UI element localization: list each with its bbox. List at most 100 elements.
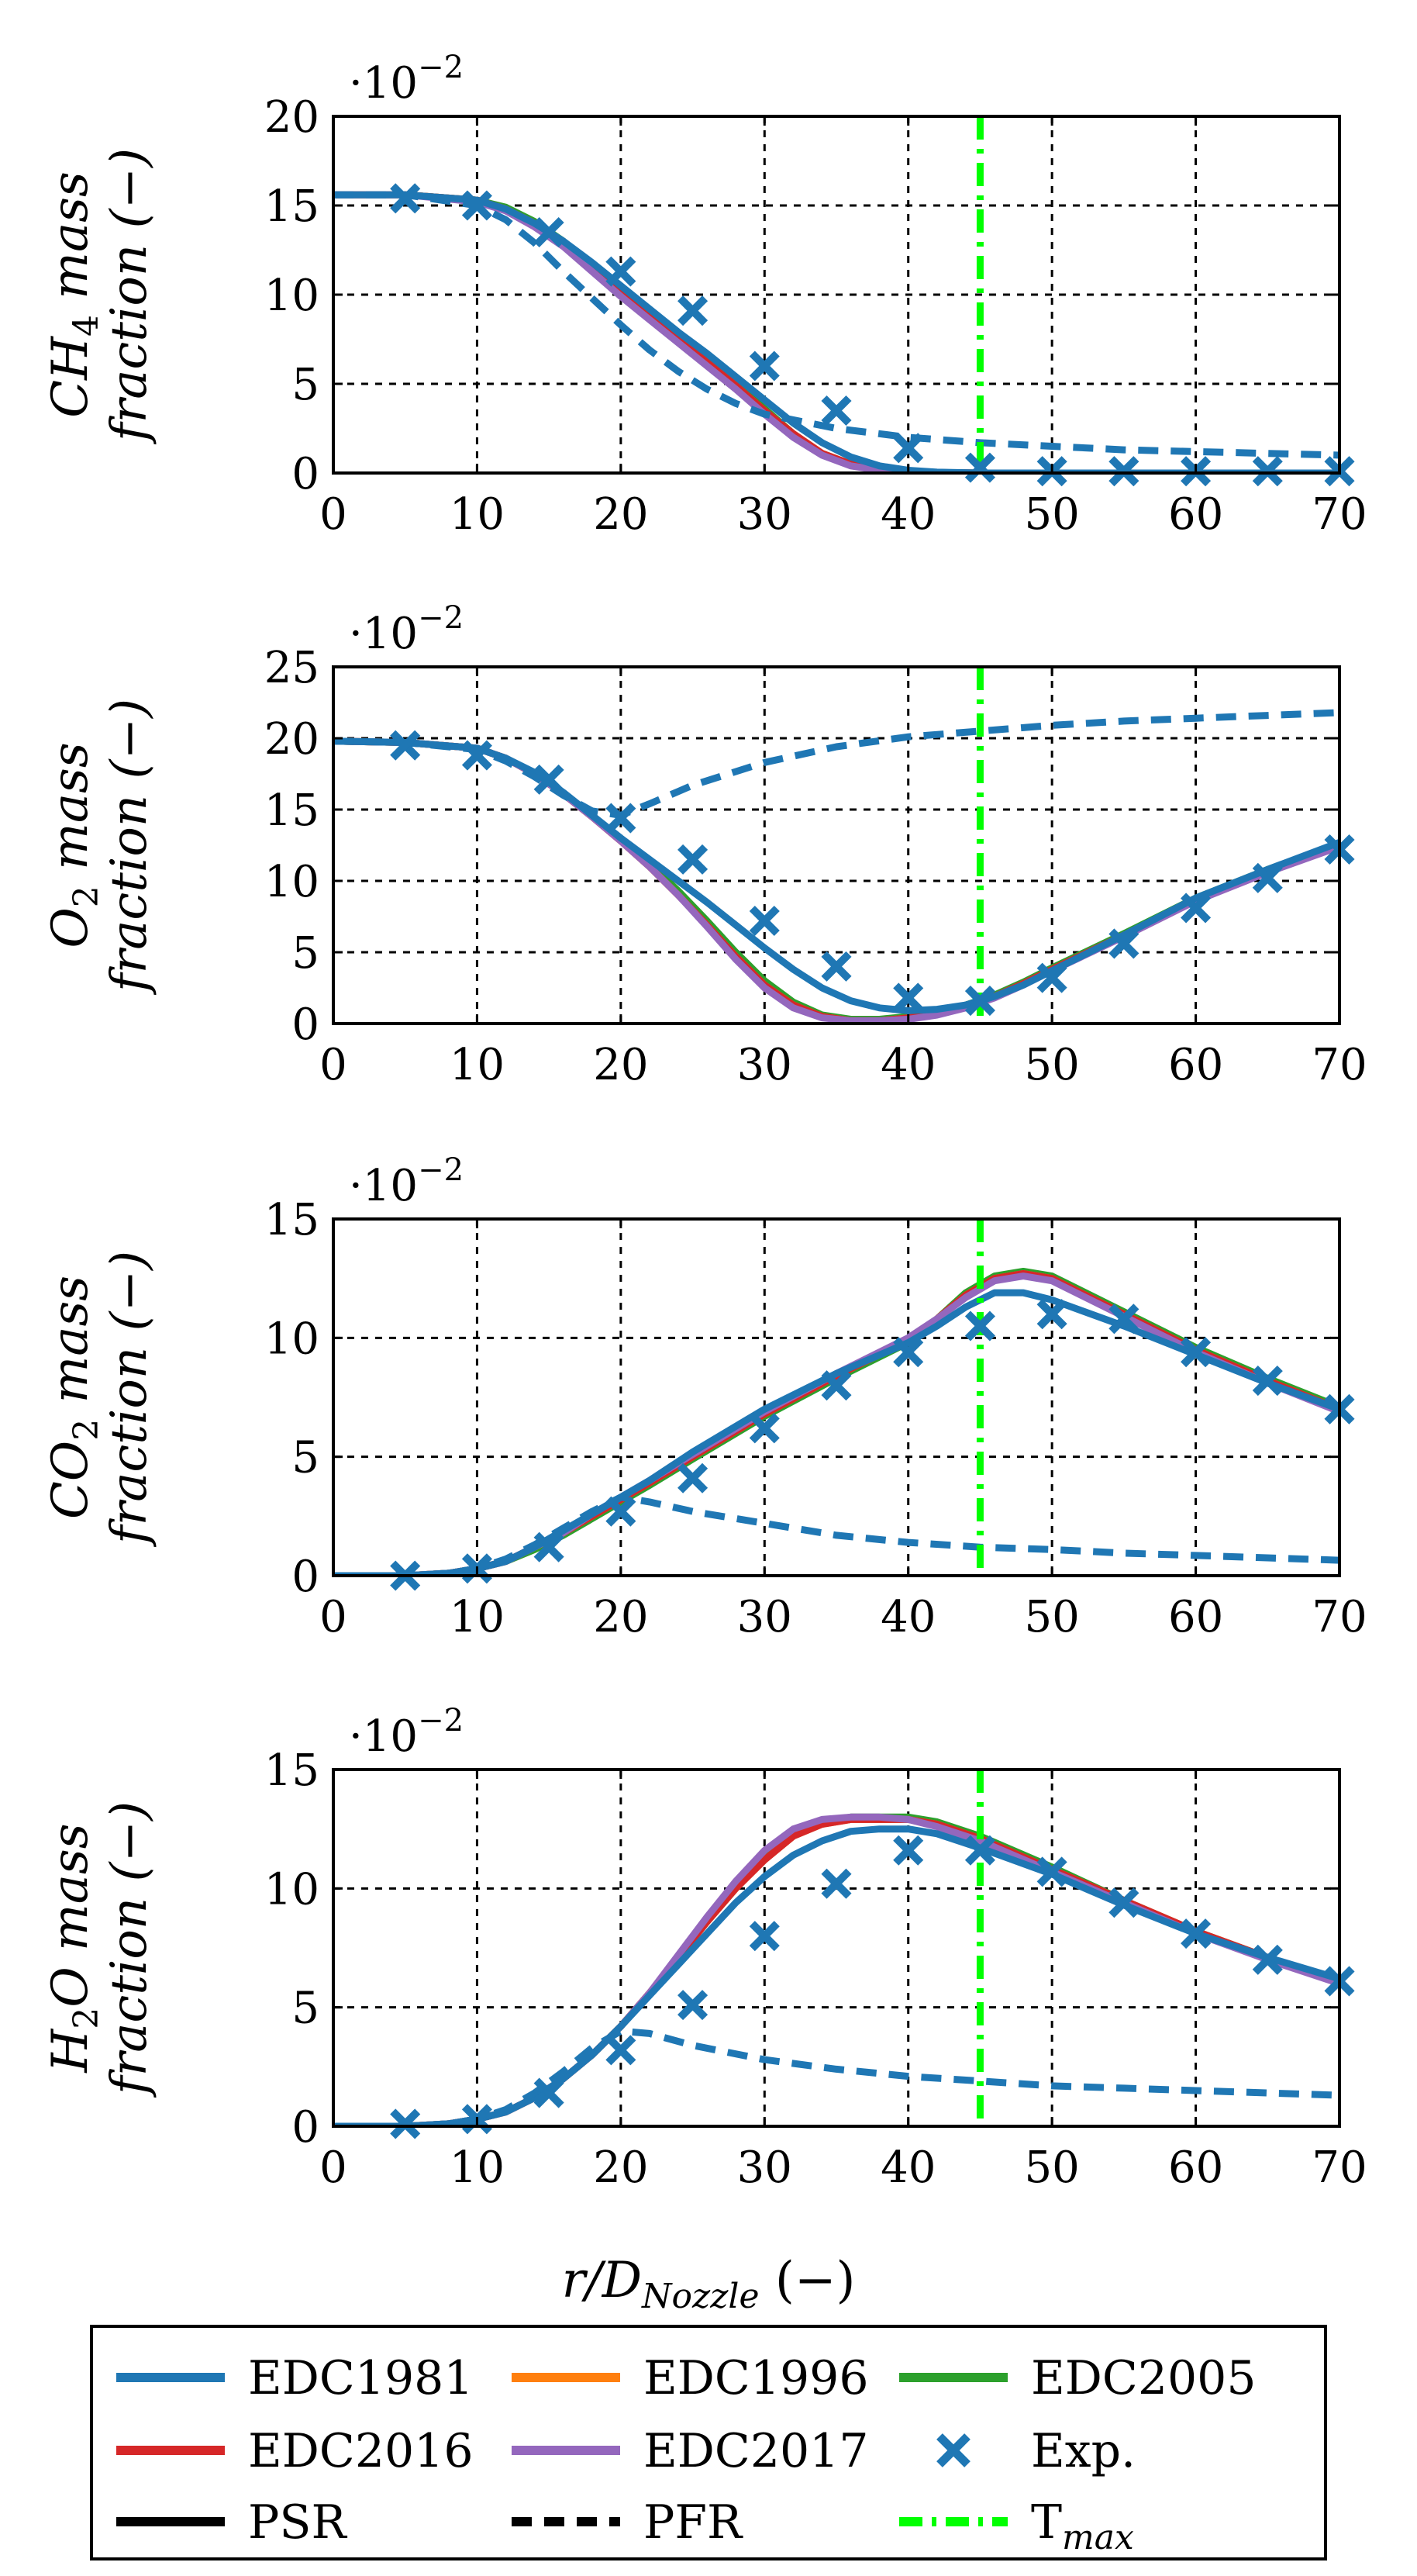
- exp-point-stroke-b: [1036, 962, 1067, 993]
- ticks: 0 10 20 30 40 50 60 70 0 5 10 15: [264, 1746, 1367, 2193]
- scale-label: ·10−2: [349, 1152, 464, 1211]
- exp-markers: [390, 183, 1355, 487]
- exp-point-stroke-b: [1252, 1365, 1283, 1397]
- series-line-edc1981: [333, 1825, 1339, 2126]
- legend-item-tmax: Tmax: [899, 2495, 1134, 2557]
- exp-point-stroke-b: [964, 1835, 995, 1866]
- exp-point: [533, 1531, 564, 1563]
- y-axis-label: O2 mass fraction (−): [42, 699, 158, 995]
- ticks: 0 10 20 30 40 50 60 70 0 5 10 15 20: [264, 92, 1367, 540]
- exp-point-stroke-b: [677, 1462, 708, 1493]
- exp-point: [677, 295, 708, 326]
- exp-point-stroke-b: [677, 295, 708, 326]
- scale-label-base: ·10: [349, 609, 418, 659]
- exp-point-stroke-b: [1108, 1887, 1139, 1918]
- legend-label-text: T: [1031, 2495, 1062, 2550]
- y-tick-label: 15: [264, 786, 319, 836]
- exp-point-stroke-b: [390, 183, 421, 214]
- x-tick-label: 30: [737, 489, 792, 540]
- series-line-edc1996: [333, 1815, 1339, 2126]
- series-group: [333, 191, 1339, 473]
- exp-point-stroke-b: [1181, 893, 1212, 924]
- series-line-edc2016: [333, 1815, 1339, 2126]
- exp-point: [893, 433, 924, 464]
- x-tick-label: 50: [1025, 489, 1080, 540]
- legend-label: EDC2005: [1031, 2351, 1257, 2405]
- exp-point-stroke-b: [390, 2108, 421, 2139]
- exp-point: [893, 1835, 924, 1866]
- y-axis-label-rest: mass: [42, 742, 99, 886]
- y-axis-label-rest: O mass: [42, 1823, 99, 2007]
- y-axis-label-subscript: 4: [67, 315, 106, 337]
- x-tick-label: 10: [450, 489, 505, 540]
- x-tick-label: 20: [593, 1040, 648, 1090]
- exp-point: [605, 2035, 636, 2066]
- legend-item-edc2017: EDC2017: [512, 2424, 869, 2478]
- exp-point-stroke-b: [749, 905, 780, 937]
- panel-4: 0 10 20 30 40 50 60 70 0 5 10 15 ·10−2 H2O mass fracti…: [42, 1703, 1367, 2193]
- exp-point-stroke-b: [893, 1337, 924, 1368]
- exp-point-stroke-b: [821, 1370, 852, 1401]
- exp-point-stroke-b: [1252, 862, 1283, 893]
- exp-point: [749, 350, 780, 382]
- exp-point: [1252, 1944, 1283, 1975]
- x-axis-label: r/DNozzle (−): [562, 2252, 856, 2316]
- exp-point: [749, 1413, 780, 1444]
- exp-point: [749, 905, 780, 937]
- legend-item-exp: Exp.: [936, 2424, 1136, 2478]
- y-axis-label-line2: fraction (−): [101, 1801, 158, 2098]
- x-tick-label: 70: [1312, 1592, 1367, 1642]
- exp-point: [1036, 962, 1067, 993]
- legend-item-edc1981: EDC1981: [116, 2351, 474, 2405]
- exp-point-stroke-b: [749, 350, 780, 382]
- legend-label-text: EDC2005: [1031, 2351, 1257, 2405]
- exp-point-stroke-b: [1252, 1944, 1283, 1975]
- exp-point: [390, 183, 421, 214]
- legend-label: EDC1996: [643, 2351, 869, 2405]
- y-axis-label-subscript: 2: [67, 2008, 106, 2029]
- y-axis-label-line2: fraction (−): [101, 1251, 158, 1547]
- scale-label-exp: −2: [418, 50, 464, 85]
- exp-point: [749, 1921, 780, 1952]
- exp-point-stroke-b: [749, 1921, 780, 1952]
- y-axis-label-species: O: [42, 907, 99, 948]
- exp-point-stroke-b: [677, 844, 708, 875]
- scale-label-exp: −2: [418, 1152, 464, 1188]
- y-tick-label: 15: [264, 1746, 319, 1796]
- x-tick-label: 20: [593, 2143, 648, 2193]
- exp-point-stroke-b: [821, 395, 852, 426]
- y-axis-label-species: H: [42, 2029, 99, 2074]
- exp-point-stroke-b: [964, 452, 995, 483]
- exp-point-stroke-b: [1252, 456, 1283, 487]
- x-tick-label: 50: [1025, 1592, 1080, 1642]
- x-tick-label: 40: [881, 2143, 936, 2193]
- legend-label: PFR: [643, 2495, 743, 2550]
- exp-point-stroke-b: [749, 1413, 780, 1444]
- legend-label-text: EDC1996: [643, 2351, 869, 2405]
- legend-swatch-b: [936, 2433, 971, 2467]
- exp-point-stroke-b: [1108, 1304, 1139, 1335]
- y-tick-label: 5: [291, 360, 319, 410]
- exp-markers: [390, 730, 1355, 1017]
- ticks: 0 10 20 30 40 50 60 70 0 5 10 15 20 25: [264, 643, 1367, 1090]
- y-axis-label-rest: mass: [42, 171, 99, 315]
- exp-point-stroke-b: [1036, 1856, 1067, 1887]
- scale-label: ·10−2: [349, 600, 464, 659]
- exp-point-stroke-b: [533, 2077, 564, 2108]
- exp-point-stroke-b: [533, 764, 564, 795]
- x-axis-label-sub: Nozzle: [641, 2277, 759, 2316]
- exp-point: [461, 740, 492, 771]
- scale-label: ·10−2: [349, 1703, 464, 1762]
- ticks: 0 10 20 30 40 50 60 70 0 5 10 15: [264, 1195, 1367, 1642]
- legend-label-text: EDC2017: [643, 2424, 869, 2478]
- exp-point: [1036, 1856, 1067, 1887]
- x-tick-label: 70: [1312, 2143, 1367, 2193]
- legend-label: PSR: [248, 2495, 347, 2550]
- x-axis-label-main: r/D: [562, 2252, 642, 2309]
- exp-point: [533, 216, 564, 248]
- y-axis-label-rest: mass: [42, 1276, 99, 1419]
- series-line-pfr: [333, 709, 1339, 819]
- x-tick-label: 20: [593, 489, 648, 540]
- panel-3: 0 10 20 30 40 50 60 70 0 5 10 15 ·10−2 CO2 mass fracti…: [42, 1152, 1367, 1642]
